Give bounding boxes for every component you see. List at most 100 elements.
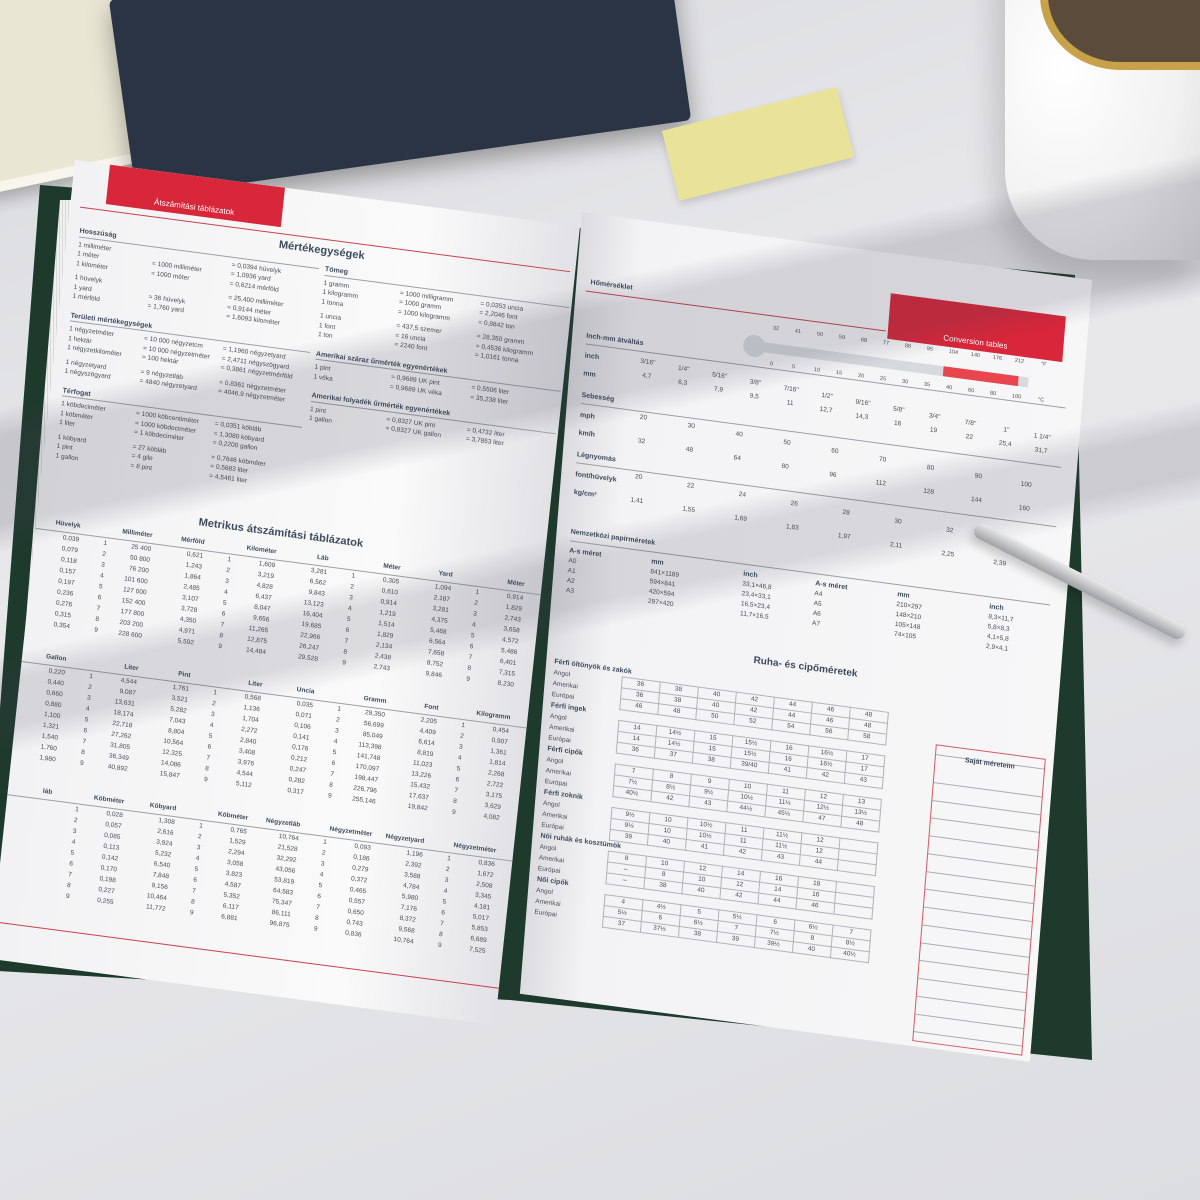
bottom-value: 96 <box>829 471 837 479</box>
bottom-value: 32 <box>637 437 646 446</box>
top-value: 90 <box>974 472 983 481</box>
value: 228 600 <box>117 629 143 640</box>
top-value: 80 <box>926 464 935 472</box>
bottom-value: 12,7 <box>819 405 833 415</box>
bottom-value: 16 <box>893 419 902 428</box>
value: 15,847 <box>159 770 181 780</box>
bottom-value: 14,3 <box>855 412 869 422</box>
top-value: 70 <box>878 455 887 464</box>
top-label: mph <box>579 411 596 421</box>
conversion-block: Font 2,205 4,409 6,614 8,819 11,023 13,226 15,4… <box>383 697 511 824</box>
fahrenheit-tick: 212 <box>1014 357 1025 365</box>
top-value: 7/8" <box>964 419 977 428</box>
value: 10,764 <box>393 935 414 946</box>
header-rule <box>585 290 886 332</box>
value: 0,836 <box>344 929 362 939</box>
fahrenheit-tick: 59 <box>838 334 846 342</box>
bottom-value: 7,9 <box>713 385 724 394</box>
bottom-value: 112 <box>875 479 887 488</box>
paper-col: inch 8,3×11,7 5,8×8,3 4,1×5,8 2,9×4,1 <box>986 602 1060 661</box>
bottom-value: 11 <box>786 399 794 408</box>
top-value: 5/8" <box>892 405 905 414</box>
value: 4,082 <box>483 812 501 822</box>
top-value: 32 <box>945 526 954 535</box>
conversion-block: Mérföld 0,621 1,243 1,864 2,485 3,107 3,728 4,3… <box>149 531 277 658</box>
bottom-value: 2,25 <box>941 550 955 559</box>
column-header: Négyzetméter <box>329 825 373 839</box>
paper-sizes: A-s méret A0 A1 A2 A3 mm 841×1189 594×841 420×59… <box>566 212 1092 652</box>
bottom-value: 6,3 <box>677 378 688 387</box>
own-sizes-box[interactable]: Saját méreteim <box>912 744 1046 1056</box>
value: 5,592 <box>177 637 195 647</box>
conversion-block: láb 1 2 3 4 5 6 7 8 9 Köbméter 0,028 0,057 0,085 0,11… <box>0 781 125 908</box>
own-sizes-label: Saját méreteim <box>964 757 1016 771</box>
value: 255,146 <box>351 795 377 806</box>
bottom-value: 2,11 <box>889 541 903 550</box>
value: 2,743 <box>373 663 391 673</box>
top-value: 24 <box>738 490 747 499</box>
bottom-value: 1,69 <box>733 514 748 523</box>
value: 40,892 <box>107 763 129 773</box>
clothing-size-table: Férfi öltönyök és zakók Angol 36 38 40 42 44 46… <box>532 656 889 963</box>
top-value: 1 1/4" <box>1033 432 1051 442</box>
bottom-value: 1,41 <box>630 496 644 506</box>
value: 6,881 <box>220 913 238 923</box>
top-value: 5/16" <box>711 371 728 381</box>
top-label: inch <box>584 352 600 362</box>
conversion-block: Gallon 0,220 0,440 0,660 0,880 1,100 1,321 1,54… <box>11 648 139 775</box>
conversion-scales: Inch-mm átváltás inch mm 3/16" 4,7 1/4" 6,3 5/1… <box>574 212 1092 568</box>
bottom-value: 1,55 <box>682 505 696 515</box>
bottom-label: mm <box>583 370 597 379</box>
value: 8,230 <box>497 679 515 689</box>
value: 0,354 <box>53 621 71 631</box>
top-value: 3/16" <box>640 357 656 367</box>
conversion-block: Négyzetyard 1,196 2,392 3,588 4,784 5,980 7,17… <box>369 830 497 957</box>
top-value: 3/8" <box>749 378 762 387</box>
fahrenheit-unit: °F <box>1040 361 1047 368</box>
column-header: Mérföld <box>180 536 205 547</box>
paper-table-left: A-s méret A0 A1 A2 A3 mm 841×1189 594×841 420×59… <box>566 546 836 631</box>
units-right-column: Tömeg 1 gramm = 1000 milligramm = 0,0353 un… <box>308 264 571 465</box>
top-label: font/hüvelyk <box>574 471 617 484</box>
value: 0,317 <box>287 787 305 797</box>
navy-book <box>108 0 692 198</box>
conversion-block: Láb 3,281 6,562 9,843 13,123 16,404 19,685 22,9… <box>273 548 401 675</box>
value: 29,528 <box>297 653 319 663</box>
bottom-value: 4,7 <box>641 372 652 381</box>
bottom-label: km/h <box>578 429 596 439</box>
top-value: 40 <box>735 430 744 439</box>
top-value: 60 <box>830 447 839 456</box>
top-value: 50 <box>783 438 791 447</box>
bottom-value: 48 <box>685 445 694 454</box>
paper-col: A-s méret A4 A5 A6 A7 <box>812 579 876 636</box>
fahrenheit-tick: 50 <box>816 331 824 339</box>
top-value: 9/16" <box>855 398 871 408</box>
top-value: 1/4" <box>677 364 690 374</box>
bottom-value: 2,39 <box>993 558 1007 568</box>
conversion-block: Négyzetláb 10,764 21,528 32,292 43,056 53,819… <box>245 814 373 941</box>
top-value: 22 <box>686 482 695 490</box>
top-value: 3/4" <box>928 412 941 421</box>
top-value: 1/2" <box>821 391 834 401</box>
value: 19,842 <box>407 802 429 813</box>
value: 14,484 <box>245 646 267 657</box>
paper-col: inch 33,1×46,8 23,4×33,1 16,5×23,4 11,7×16,5 <box>740 570 814 629</box>
paper-table-right: A-s méret A4 A5 A6 A7 mm 210×297 148×210 105×148… <box>812 579 1082 664</box>
column-header: Négyzetméter <box>453 841 497 855</box>
bottom-value: 1,97 <box>837 532 851 541</box>
value: 5,112 <box>235 780 253 790</box>
right-page: Conversion tables Hőmérséklet 32 0 41 5 50 10… <box>519 212 1092 1062</box>
top-value: 100 <box>1020 480 1032 489</box>
conversion-block: Yard 1,094 2,187 3,281 4,375 5,468 6,564 7,658 8… <box>397 564 525 691</box>
bottom-value: 19 <box>929 426 938 435</box>
value: 7,525 <box>468 945 486 955</box>
sticky-note-pad <box>661 87 855 201</box>
top-value: 30 <box>894 517 902 526</box>
bottom-value: 64 <box>733 454 742 463</box>
top-value: 26 <box>790 499 799 508</box>
conversion-block: Köbyard 1,308 2,616 3,924 5,232 6,540 7,848 9,1… <box>121 798 249 925</box>
top-value: 28 <box>842 508 850 517</box>
bottom-value: 80 <box>781 462 789 471</box>
sizes-title: Ruha- és cipőméretek <box>753 654 858 680</box>
conversion-block: Pint 1,761 3,521 5,282 7,043 8,804 10,564 12,32… <box>135 664 263 791</box>
